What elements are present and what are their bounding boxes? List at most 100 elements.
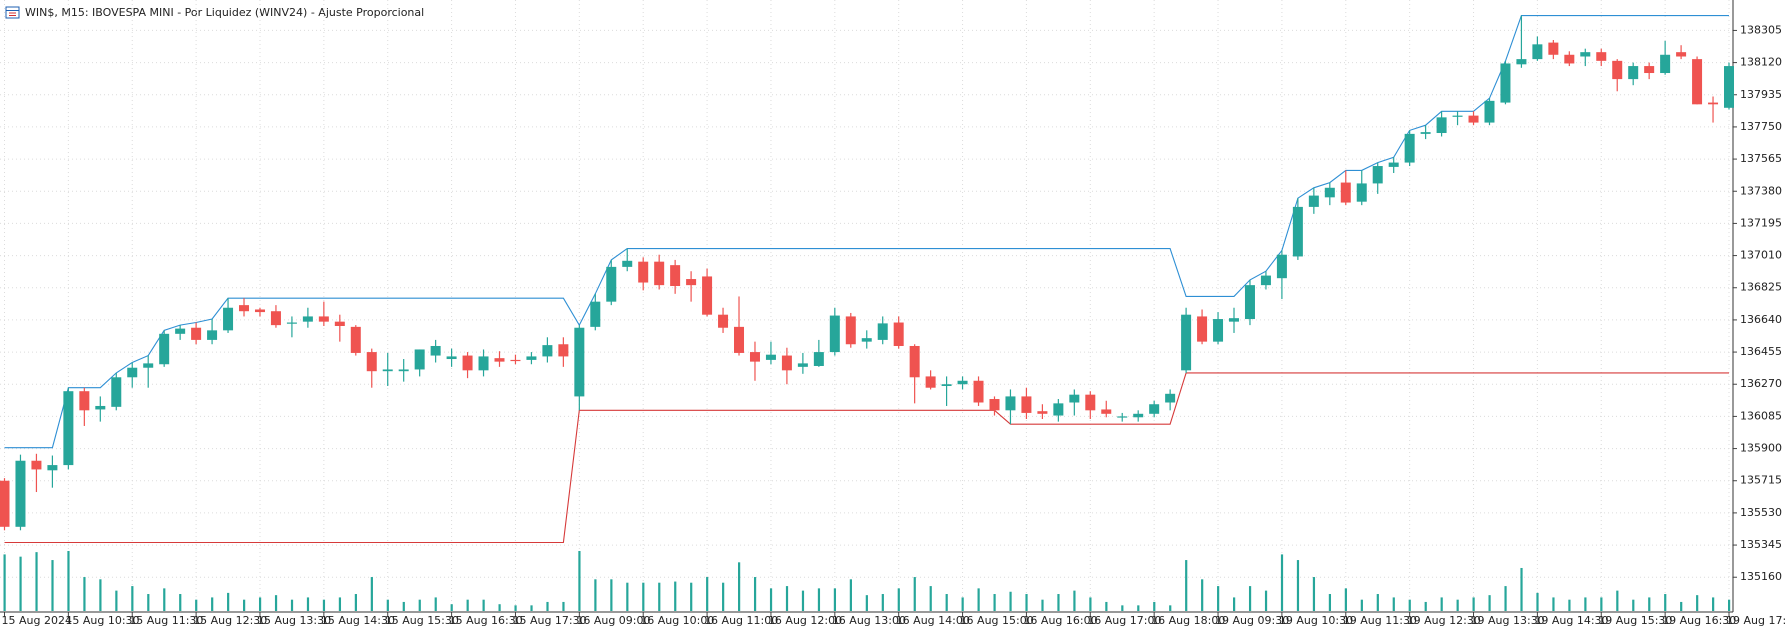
candle-body bbox=[1372, 166, 1383, 184]
x-tick-label: 19 Aug 12:30 bbox=[1407, 614, 1481, 627]
candle-body bbox=[318, 316, 329, 322]
volume-bar bbox=[163, 588, 166, 611]
candle-body bbox=[1037, 411, 1048, 414]
volume-bar bbox=[945, 594, 948, 611]
candle-body bbox=[973, 380, 984, 403]
volume-bar bbox=[897, 588, 900, 611]
candle-body bbox=[1388, 162, 1399, 167]
volume-bar bbox=[51, 560, 54, 611]
volume-bar bbox=[865, 595, 868, 611]
volume-bar bbox=[1121, 605, 1124, 611]
volume-bar bbox=[753, 577, 757, 611]
candle-body bbox=[1197, 316, 1208, 342]
volume-bar bbox=[1153, 601, 1156, 611]
candle-body bbox=[989, 399, 1000, 411]
candle-body bbox=[1053, 403, 1064, 416]
candle-body bbox=[1324, 187, 1335, 198]
y-tick-label: 136825 bbox=[1740, 281, 1782, 294]
volume-bar bbox=[386, 599, 389, 611]
volume-bar bbox=[243, 599, 246, 611]
candle-body bbox=[861, 338, 872, 342]
chart-title: WIN$, M15: IBOVESPA MINI - Por Liquidez … bbox=[25, 6, 424, 19]
volume-bar bbox=[785, 586, 789, 611]
x-tick-label: 16 Aug 10:00 bbox=[640, 614, 714, 627]
candle-body bbox=[925, 376, 936, 388]
volume-bar bbox=[274, 595, 278, 611]
x-tick-label: 15 Aug 2024 bbox=[2, 614, 72, 627]
volume-bar bbox=[833, 588, 837, 611]
candle-body bbox=[254, 309, 265, 313]
volume-bar bbox=[418, 599, 421, 611]
volume-bar bbox=[115, 590, 118, 611]
volume-bar bbox=[1408, 599, 1411, 611]
candle-body bbox=[382, 369, 393, 372]
candle-body bbox=[941, 384, 952, 386]
volume-bar bbox=[1440, 597, 1443, 611]
volume-bar bbox=[562, 601, 565, 611]
candle-body bbox=[1580, 52, 1591, 57]
volume-bar bbox=[738, 562, 741, 611]
candle-body bbox=[31, 460, 42, 470]
volume-bar bbox=[1600, 597, 1603, 611]
volume-bar bbox=[1264, 590, 1268, 611]
x-tick-label: 19 Aug 13:30 bbox=[1471, 614, 1545, 627]
volume-bar bbox=[1520, 567, 1523, 611]
candle-body bbox=[877, 323, 888, 340]
volume-bar bbox=[993, 594, 996, 611]
volume-bar bbox=[1376, 594, 1379, 611]
volume-bar bbox=[1201, 579, 1204, 611]
candle-body bbox=[734, 326, 745, 353]
volume-bar bbox=[1296, 560, 1300, 611]
volume-bar bbox=[961, 597, 964, 611]
candle-body bbox=[1676, 52, 1687, 57]
volume-bar bbox=[370, 577, 373, 611]
candle-body bbox=[1165, 393, 1176, 403]
volume-bar bbox=[306, 597, 310, 611]
x-tick-label: 15 Aug 10:30 bbox=[65, 614, 139, 627]
candle-body bbox=[702, 276, 713, 315]
candle-body bbox=[398, 369, 409, 372]
y-tick-label: 137010 bbox=[1740, 249, 1782, 262]
candle-body bbox=[590, 301, 601, 327]
candle-body bbox=[1660, 54, 1671, 74]
candle-body bbox=[1244, 285, 1255, 320]
candle-body bbox=[494, 358, 505, 362]
candle-body bbox=[1133, 413, 1144, 418]
candle-body bbox=[1021, 396, 1032, 413]
candle-body bbox=[79, 391, 90, 411]
volume-bar bbox=[450, 604, 453, 611]
candle-body bbox=[1484, 100, 1495, 123]
volume-bar bbox=[3, 554, 6, 611]
volume-bar bbox=[35, 552, 38, 611]
candle-body bbox=[797, 363, 808, 367]
candle-body bbox=[1468, 115, 1479, 123]
volume-bar bbox=[19, 556, 22, 611]
volume-bar bbox=[402, 601, 405, 611]
candle-body bbox=[223, 307, 234, 331]
volume-bar bbox=[1089, 597, 1092, 611]
candle-body bbox=[1516, 59, 1527, 65]
candle-body bbox=[1276, 254, 1287, 279]
candle-body bbox=[143, 363, 154, 368]
candle-body bbox=[302, 316, 313, 322]
x-tick-label: 19 Aug 09:30 bbox=[1215, 614, 1289, 627]
volume-bar bbox=[354, 594, 357, 611]
candle-body bbox=[845, 316, 856, 345]
candle-body bbox=[15, 460, 26, 527]
candle-body bbox=[1708, 102, 1719, 105]
volume-bar bbox=[610, 579, 613, 611]
x-tick-label: 15 Aug 14:30 bbox=[321, 614, 395, 627]
x-tick-label: 16 Aug 11:00 bbox=[704, 614, 778, 627]
candle-body bbox=[111, 377, 122, 407]
volume-bar bbox=[290, 599, 294, 611]
candle-body bbox=[1005, 396, 1016, 411]
candle-body bbox=[1644, 66, 1655, 74]
x-tick-label: 15 Aug 15:30 bbox=[385, 614, 459, 627]
volume-bar bbox=[1456, 599, 1459, 611]
volume-bar bbox=[1616, 590, 1619, 611]
volume-bar bbox=[1696, 595, 1699, 611]
candle-body bbox=[1500, 63, 1511, 103]
title-icon bbox=[5, 6, 20, 19]
candle-body bbox=[1596, 52, 1607, 61]
